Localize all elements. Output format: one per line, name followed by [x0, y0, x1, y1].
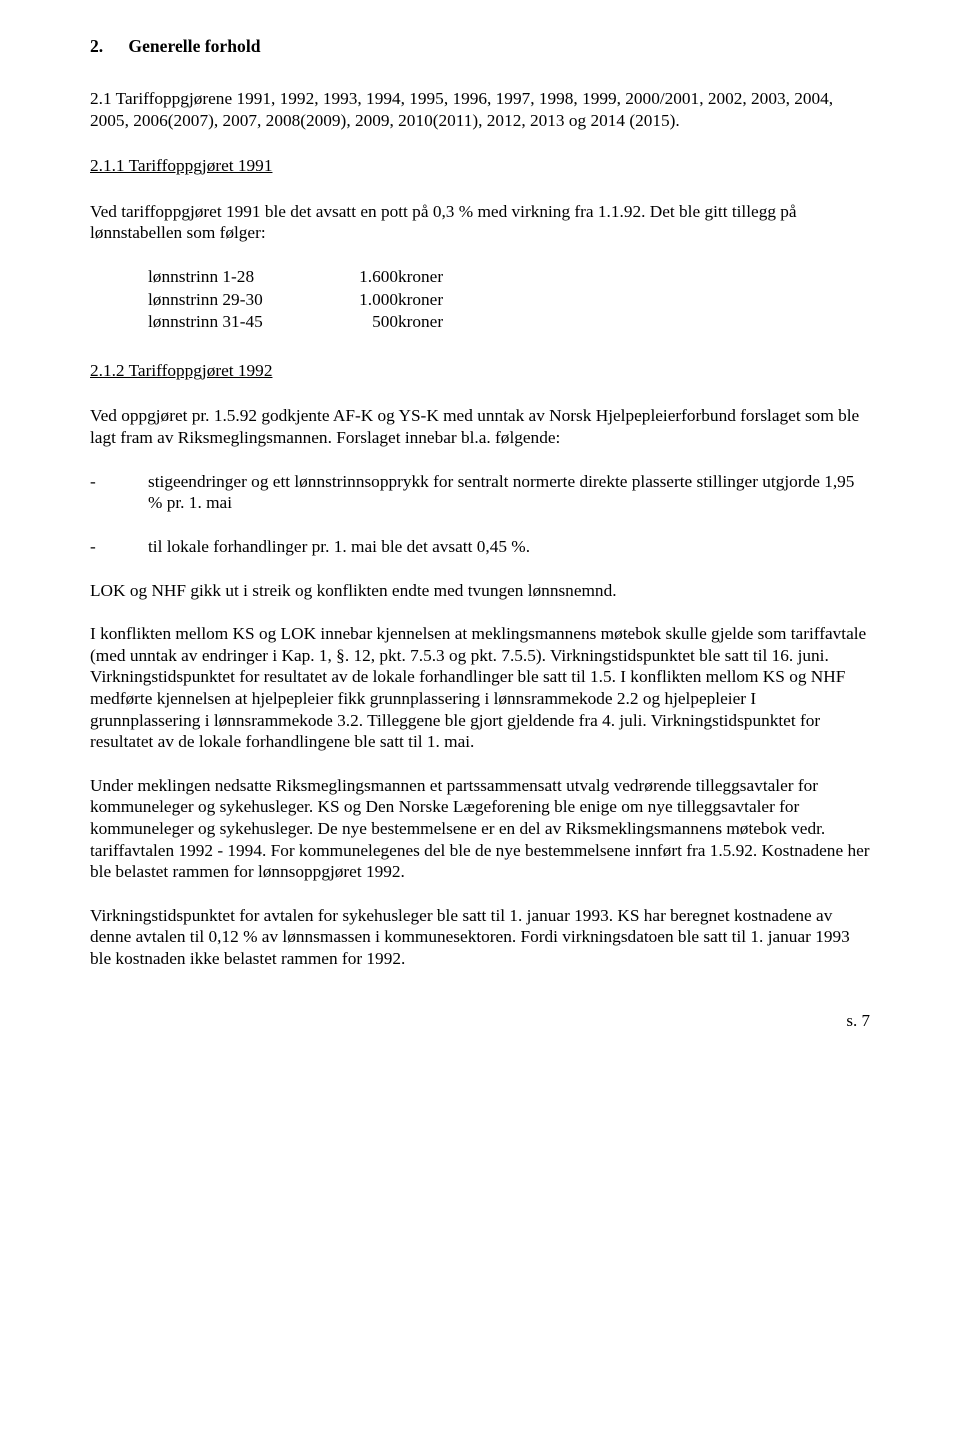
step-amount: 1.600 — [338, 266, 398, 289]
section-title: Generelle forhold — [128, 36, 260, 56]
table-row: lønnstrinn 31-45 500 kroner — [148, 311, 443, 334]
sec-2-1-2-para-3: Under meklingen nedsatte Riksmeglingsman… — [90, 775, 870, 883]
page-number: s. 7 — [90, 1010, 870, 1031]
bullet-list: stigeendringer og ett lønnstrinnsopprykk… — [90, 471, 870, 558]
subsection-2-1-title: 2.1 Tariffoppgjørene 1991, 1992, 1993, 1… — [90, 88, 870, 131]
sec-2-1-2-para-2: I konflikten mellom KS og LOK innebar kj… — [90, 623, 870, 753]
step-unit: kroner — [398, 266, 443, 289]
subsubsection-2-1-2-heading: 2.1.2 Tariffoppgjøret 1992 — [90, 360, 870, 382]
subsubsection-2-1-1-heading: 2.1.1 Tariffoppgjøret 1991 — [90, 155, 870, 177]
step-unit: kroner — [398, 311, 443, 334]
table-row: lønnstrinn 29-30 1.000 kroner — [148, 289, 443, 312]
sec-2-1-2-para-1: LOK og NHF gikk ut i streik og konflikte… — [90, 580, 870, 602]
step-label: lønnstrinn 31-45 — [148, 311, 338, 334]
section-heading: 2. Generelle forhold — [90, 36, 870, 58]
subsubsection-2-1-1-heading-text: 2.1.1 Tariffoppgjøret 1991 — [90, 156, 272, 175]
list-item: til lokale forhandlinger pr. 1. mai ble … — [90, 536, 870, 558]
list-item-text: stigeendringer og ett lønnstrinnsopprykk… — [148, 471, 870, 514]
step-amount: 1.000 — [338, 289, 398, 312]
sec-2-1-2-intro: Ved oppgjøret pr. 1.5.92 godkjente AF-K … — [90, 405, 870, 448]
section-number: 2. — [90, 36, 124, 58]
step-label: lønnstrinn 29-30 — [148, 289, 338, 312]
subsubsection-2-1-2-heading-text: 2.1.2 Tariffoppgjøret 1992 — [90, 361, 272, 380]
sec-2-1-2-para-4: Virkningstidspunktet for avtalen for syk… — [90, 905, 870, 970]
list-item-text: til lokale forhandlinger pr. 1. mai ble … — [148, 536, 870, 558]
table-row: lønnstrinn 1-28 1.600 kroner — [148, 266, 443, 289]
step-unit: kroner — [398, 289, 443, 312]
step-label: lønnstrinn 1-28 — [148, 266, 338, 289]
step-amount: 500 — [338, 311, 398, 334]
list-item: stigeendringer og ett lønnstrinnsopprykk… — [90, 471, 870, 514]
salary-step-table: lønnstrinn 1-28 1.600 kroner lønnstrinn … — [148, 266, 443, 334]
sec-2-1-1-paragraph: Ved tariffoppgjøret 1991 ble det avsatt … — [90, 201, 870, 244]
